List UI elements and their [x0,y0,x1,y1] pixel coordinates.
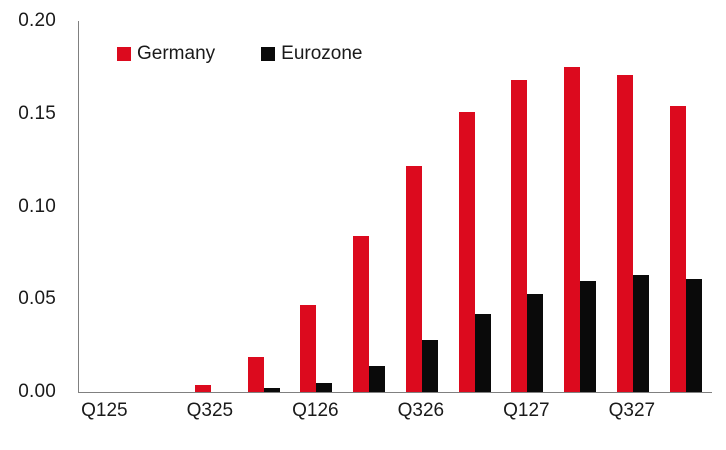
y-tick-label: 0.20 [18,10,56,31]
bar-germany [511,80,528,392]
bar-group [185,21,238,392]
bar-eurozone [474,314,491,392]
bar-germany [353,236,370,392]
bar-group [79,21,132,392]
bars-area [79,21,712,392]
bar-germany [194,384,211,392]
legend-item-eurozone: Eurozone [261,43,362,65]
bar-eurozone [421,340,438,392]
x-tick-label: Q127 [503,400,550,421]
x-tick-label: Q325 [186,400,234,421]
bar-group [396,21,449,392]
bar-group [607,21,660,392]
bar-group [237,21,290,392]
bar-germany [405,165,422,392]
bar-germany [564,67,581,392]
bar-eurozone [632,275,649,392]
x-tick-label: Q326 [397,400,445,421]
bar-germany [616,74,633,392]
bar-eurozone [580,280,597,392]
bar-group [343,21,396,392]
y-tick-label: 0.10 [18,195,56,217]
y-tick-label: 0.05 [18,288,56,310]
legend-label-germany: Germany [137,43,216,64]
x-tick-label: Q125 [81,400,128,421]
legend-item-germany: Germany [117,43,215,65]
bar-germany [458,111,475,392]
bar-group [290,21,343,392]
bar-germany [300,304,317,392]
bar-group [659,21,712,392]
legend-label-eurozone: Eurozone [281,43,363,64]
x-tick-label: Q327 [608,400,656,421]
bar-eurozone [685,278,702,392]
bar-germany [247,356,264,392]
x-axis: Q125 Q325 Q126 Q326 Q127 Q327 [78,400,711,434]
y-tick-label: 0.15 [18,102,56,124]
bar-group [132,21,185,392]
bar-group [448,21,501,392]
bar-eurozone [316,382,333,392]
plot-area: Germany Eurozone [78,21,712,393]
bar-group [554,21,607,392]
eurozone-swatch-icon [261,47,276,61]
legend: Germany Eurozone [117,43,362,65]
germany-swatch-icon [117,47,131,61]
bar-eurozone [527,293,544,392]
bar-eurozone [263,388,280,392]
y-tick-label: 0.00 [18,381,56,402]
x-tick-label: Q126 [292,400,339,421]
bar-group [501,21,554,392]
y-axis: 0.00 0.05 0.10 0.15 0.20 [0,10,58,402]
bar-eurozone [369,366,386,392]
bar-germany [669,106,686,392]
